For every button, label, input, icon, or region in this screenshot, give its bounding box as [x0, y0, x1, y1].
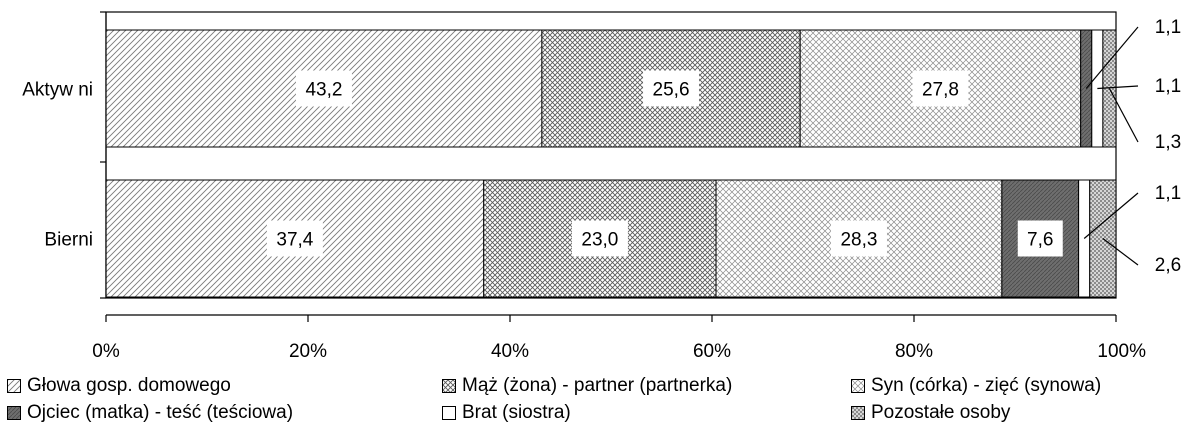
x-axis-tick-label: 40% — [491, 341, 529, 362]
leader-line — [1108, 88, 1139, 143]
legend-swatch-crosshatch-light — [851, 379, 865, 393]
y-axis-label: Aktyw ni — [22, 80, 93, 101]
legend-item-maz: Mąż (żona) - partner (partnerka) — [442, 375, 732, 397]
legend-swatch-dark-grey — [7, 406, 21, 420]
legend-label: Brat (siostra) — [462, 402, 571, 423]
data-label-outside: 2,6 — [1155, 255, 1181, 276]
legend-label: Mąż (żona) - partner (partnerka) — [462, 375, 733, 396]
legend-item-glowa: Głowa gosp. domowego — [7, 375, 231, 397]
data-label-box — [571, 220, 628, 257]
leader-line — [1085, 26, 1139, 89]
legend-label: Pozostałe osoby — [871, 402, 1011, 423]
legend: Głowa gosp. domowego Mąż (żona) - partne… — [0, 372, 1183, 429]
data-labels-layer: 43,2 25,6 27,8 37,4 23,0 28,3 7,6 — [266, 70, 1063, 257]
bar-segment — [1089, 179, 1117, 298]
y-axis-labels: Aktyw ni Bierni — [22, 80, 93, 251]
data-label: 37,4 — [276, 230, 313, 251]
data-label-box — [295, 70, 352, 107]
leader-line — [1097, 85, 1139, 90]
data-label-box — [1017, 220, 1063, 257]
legend-item-ojciec: Ojciec (matka) - teść (teściowa) — [7, 402, 293, 424]
leader-line — [1083, 192, 1139, 239]
data-label-outside: 1,1 — [1155, 76, 1181, 97]
x-axis-tick-label: 20% — [289, 341, 327, 362]
data-label-box — [830, 220, 887, 257]
legend-item-syn: Syn (córka) - zięć (synowa) — [851, 375, 1101, 397]
legend-label: Syn (córka) - zięć (synowa) — [871, 375, 1102, 396]
x-axis-tick-label: 60% — [693, 341, 731, 362]
bars-layer — [105, 29, 1117, 298]
data-label-outside: 1,1 — [1155, 183, 1181, 204]
data-label: 28,3 — [840, 230, 877, 251]
legend-swatch-white — [442, 406, 456, 420]
data-label: 7,6 — [1027, 230, 1053, 251]
legend-item-pozostale: Pozostałe osoby — [851, 402, 1010, 424]
legend-swatch-checker — [851, 406, 865, 420]
data-label-outside: 1,3 — [1155, 132, 1181, 153]
x-axis-labels: 0% 20% 40% 60% 80% 100% — [92, 341, 1146, 362]
data-label: 43,2 — [305, 80, 342, 101]
data-label: 23,0 — [581, 230, 618, 251]
data-label: 25,6 — [653, 80, 690, 101]
data-label: 27,8 — [922, 80, 959, 101]
legend-swatch-crosshatch-dense — [442, 379, 456, 393]
outside-labels-layer: 1,1 1,1 1,3 1,1 2,6 — [1083, 17, 1181, 276]
data-label-box — [266, 220, 323, 257]
leader-line — [1102, 238, 1139, 266]
data-label-box — [643, 70, 700, 107]
data-label-box — [912, 70, 969, 107]
y-axis-label: Bierni — [44, 230, 93, 251]
x-axis-tick-label: 100% — [1097, 341, 1146, 362]
legend-item-brat: Brat (siostra) — [442, 402, 571, 424]
legend-swatch-diag-light — [7, 379, 21, 393]
legend-label: Ojciec (matka) - teść (teściowa) — [27, 402, 294, 423]
data-label-outside: 1,1 — [1155, 17, 1181, 38]
y-axis-ticks — [100, 11, 106, 299]
x-axis-ticks — [105, 315, 1117, 322]
x-axis-tick-label: 80% — [895, 341, 933, 362]
legend-label: Głowa gosp. domowego — [27, 375, 231, 396]
x-axis-tick-label: 0% — [92, 341, 120, 362]
